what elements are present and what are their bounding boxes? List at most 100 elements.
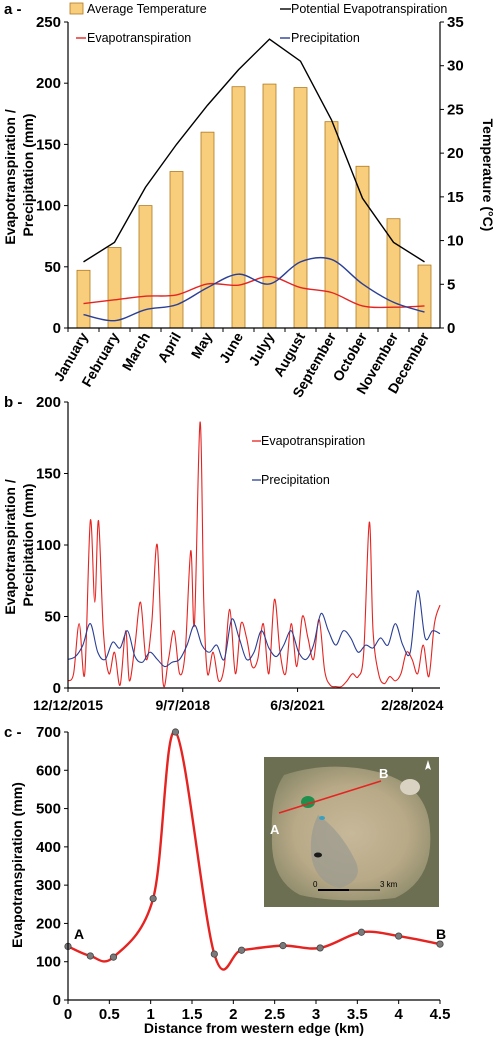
panel-b-legend-precip: Precipitation	[261, 473, 330, 487]
series-precipitation	[67, 590, 441, 668]
data-point-3	[149, 894, 157, 903]
legend-precip: Precipitation	[291, 31, 360, 45]
line-precipitation	[83, 256, 425, 322]
line-evapotranspiration	[83, 275, 425, 309]
x-tick-label-april: April	[154, 330, 184, 366]
x-tick-label-1: 1	[146, 1006, 154, 1023]
y-tick-label-700: 700	[36, 724, 61, 741]
y-tick-label-200: 200	[36, 394, 61, 411]
y-tick-label-0: 0	[53, 680, 61, 697]
legend-et: Evapotranspiration	[87, 31, 191, 45]
legend-pet: Potential Evapotranspiration	[291, 2, 447, 16]
map-label-a: A	[270, 822, 280, 837]
x-tick-label-0: 12/12/2015	[33, 697, 103, 713]
inset-satellite-map: A B 0 3 km	[264, 757, 439, 907]
temp-bar-julyy	[262, 83, 277, 329]
left-tick-label-150: 150	[36, 136, 61, 153]
panel-b-legend-et: Evapotranspiration	[261, 434, 365, 448]
data-point-5	[210, 950, 218, 958]
panel-a-legend: Average Temperature Potential Evapotrans…	[69, 2, 447, 45]
data-point-7	[279, 942, 287, 950]
x-tick-label-4.5: 4.5	[430, 1006, 451, 1023]
panel-c-lines	[64, 728, 444, 971]
panel-a-bars	[76, 83, 432, 329]
x-tick-label-2.5: 2.5	[264, 1006, 285, 1023]
temp-bar-september	[324, 121, 339, 329]
line-potential-evapotranspiration	[83, 38, 425, 263]
panel-a-ylabel-line1: Evapotranspiration /	[2, 109, 18, 244]
right-tick-label-25: 25	[447, 101, 464, 118]
x-tick-label-3.5: 3.5	[347, 1006, 368, 1023]
temp-bar-january	[76, 269, 91, 329]
temp-bar-february	[107, 247, 122, 329]
x-tick-label-june: June	[216, 329, 246, 365]
y-tick-label-300: 300	[36, 877, 61, 894]
panel-a-ticks: 05010015020025005101520253035JanuaryFebr…	[36, 14, 464, 400]
data-point-2	[109, 953, 118, 961]
y-tick-label-100: 100	[36, 954, 61, 971]
panel-c-ticks: 0 100 200 300 400 500 600 700 0 0.5 1 1.5 2 2.5 3 3.5 4 4…	[36, 724, 450, 1023]
x-tick-label-1: 9/7/2018	[156, 697, 211, 713]
x-tick-label-3: 2/28/2024	[381, 697, 443, 713]
panel-a-label: a -	[4, 1, 22, 18]
right-tick-label-5: 5	[447, 276, 455, 293]
right-tick-label-35: 35	[447, 14, 464, 31]
left-tick-label-250: 250	[36, 14, 61, 31]
y-tick-label-50: 50	[44, 609, 61, 626]
data-point-6	[238, 946, 246, 954]
panel-a: a - Average Temperature Potential Evapot…	[2, 1, 496, 400]
map-scale-segment	[318, 889, 349, 891]
panel-c-ylabel: Evapotranspiration (mm)	[9, 782, 25, 948]
temp-bar-june	[231, 86, 246, 329]
panel-c: c - 0 100 200 300 400 500 600 700 0 0.5 1 1.5 2 2.5 3 3…	[4, 724, 450, 1036]
y-tick-label-500: 500	[36, 801, 61, 818]
x-tick-label-3: 3	[312, 1006, 320, 1023]
x-tick-label-4: 4	[394, 1006, 403, 1023]
temp-bar-august	[293, 87, 308, 329]
map-label-b: B	[379, 766, 388, 781]
panel-c-label: c -	[4, 724, 22, 741]
data-point-4	[171, 728, 180, 736]
data-point-10	[395, 932, 403, 940]
x-tick-label-0.5: 0.5	[99, 1006, 120, 1023]
panel-a-ylabel-line2: Precipitation (mm)	[20, 114, 36, 237]
panel-b-lines	[67, 421, 441, 688]
temp-bar-december	[417, 264, 432, 329]
panel-c-annot-b: B	[436, 926, 446, 942]
x-tick-label-julyy: Julyy	[245, 329, 277, 368]
panel-b-ylabel-line2: Precipitation (mm)	[20, 484, 36, 607]
y-tick-label-200: 200	[36, 915, 61, 932]
data-point-8	[316, 944, 324, 952]
left-tick-label-100: 100	[36, 198, 61, 215]
map-scale-left: 0	[313, 880, 318, 889]
right-tick-label-15: 15	[447, 189, 464, 206]
panel-a-lines	[83, 38, 425, 322]
map-urban-area	[310, 815, 358, 888]
x-tick-label-march: March	[119, 330, 153, 374]
right-tick-label-20: 20	[447, 145, 464, 162]
panel-b-ylabel: Evapotranspiration / Precipitation (mm)	[2, 475, 36, 614]
panel-c-xlabel: Distance from western edge (km)	[144, 1020, 364, 1036]
right-tick-label-0: 0	[447, 320, 455, 337]
x-tick-label-may: May	[188, 329, 216, 361]
data-point-11	[436, 940, 444, 948]
x-tick-label-1.5: 1.5	[182, 1006, 203, 1023]
right-tick-label-30: 30	[447, 58, 464, 75]
panel-b-label: b -	[4, 394, 22, 411]
map-salt-pan	[400, 779, 420, 795]
x-tick-label-2: 2	[229, 1006, 237, 1023]
legend-swatch-avg-temp	[69, 2, 84, 15]
y-tick-label-600: 600	[36, 762, 61, 779]
map-dark-spot	[314, 852, 322, 858]
x-tick-label-0: 0	[64, 1006, 72, 1023]
panel-b-ticks: 0 50 100 150 200 12/12/2015 9/7/2018 6/3/2021 2/…	[33, 394, 444, 713]
data-point-1	[86, 952, 94, 960]
y-tick-label-100: 100	[36, 537, 61, 554]
left-tick-label-0: 0	[53, 320, 61, 337]
x-tick-label-2: 6/3/2021	[270, 697, 325, 713]
right-tick-label-10: 10	[447, 233, 464, 250]
temp-bar-may	[200, 131, 215, 329]
left-tick-label-50: 50	[44, 259, 61, 276]
panel-c-annot-a: A	[74, 926, 84, 942]
